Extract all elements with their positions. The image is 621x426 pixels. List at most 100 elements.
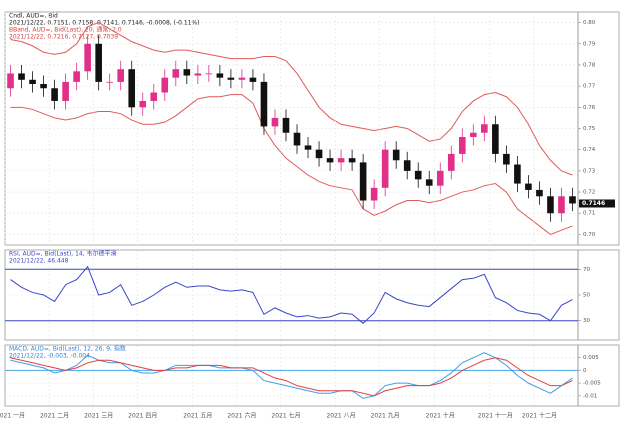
- candle-body: [161, 77, 169, 93]
- candle-body: [227, 77, 235, 80]
- last-price-box: [579, 199, 615, 208]
- y-tick-label: 0.71: [583, 211, 595, 217]
- series-line: [10, 352, 573, 399]
- y-tick-label: -0.01: [583, 393, 597, 399]
- series-line: [10, 94, 573, 235]
- price-axis: [577, 344, 620, 407]
- candle-body: [326, 158, 334, 163]
- candle-body: [425, 179, 433, 186]
- candle-body: [436, 170, 444, 186]
- y-tick-label: 0.80: [583, 20, 596, 26]
- candle-body: [315, 149, 323, 159]
- y-tick-label: 0.74: [583, 147, 596, 153]
- candle-body: [205, 73, 213, 75]
- x-tick-label: 2021 八月: [326, 413, 355, 420]
- candle-body: [458, 136, 466, 154]
- candle-body: [381, 149, 389, 188]
- candle-body: [249, 77, 257, 82]
- candle-body: [282, 117, 290, 133]
- pane-title: MACD, AUD=, Bid(Last), 12, 26, 9, 指数: [9, 345, 126, 353]
- x-tick-label: 2021 七月: [271, 412, 300, 420]
- x-tick-label: 2021 十二月: [522, 412, 557, 420]
- series-line: [10, 357, 573, 397]
- pane-annotation: 2021/12/22, 0.7216, 0.7127, 0.7039: [9, 34, 118, 41]
- candle-body: [7, 73, 14, 89]
- candle-body: [194, 73, 202, 76]
- y-tick-label: 0.72: [583, 190, 595, 196]
- pane-annotation: BBand, AUD=, Bid(Last), 20, 通常, 2.0: [9, 26, 122, 34]
- y-tick-label: 0.79: [583, 41, 596, 47]
- x-tick-label: 2021 四月: [128, 413, 157, 420]
- candle-body: [73, 71, 80, 82]
- y-tick-label: 0.73: [583, 168, 596, 174]
- pane-subtitle: 2021/12/22, 0.7151, 0.7158, 0.7141, 0.71…: [9, 20, 200, 27]
- y-tick-label: 0.005: [583, 355, 599, 361]
- candle-body: [183, 69, 191, 76]
- candle-body: [492, 124, 499, 154]
- candle-body: [503, 153, 510, 165]
- candle-body: [470, 132, 477, 137]
- y-tick-label: 0: [583, 368, 587, 374]
- candle-body: [536, 189, 543, 197]
- candle-body: [172, 69, 180, 78]
- candle-body: [481, 124, 488, 133]
- x-tick-label: 2021 三月: [84, 413, 113, 420]
- candle-body: [392, 149, 400, 161]
- candle-body: [304, 145, 312, 150]
- series-line: [10, 22, 573, 176]
- pane-subtitle: 2021/12/22, 46.448: [9, 258, 69, 265]
- x-tick-label: 2021 十月: [426, 412, 455, 420]
- pane-title: RSI, AUD=, Bid(Last), 14, 韦尔德平滑: [9, 250, 117, 258]
- candle-body: [370, 187, 378, 201]
- candle-body: [18, 73, 25, 80]
- candle-body: [525, 183, 532, 190]
- pane-title: Cndl, AUD=, Bid: [9, 13, 58, 20]
- candle-body: [51, 88, 58, 101]
- candle-body: [40, 84, 47, 89]
- y-tick-label: -0.005: [583, 381, 601, 387]
- candle-body: [117, 69, 125, 82]
- candle-body: [150, 92, 158, 101]
- candle-body: [293, 132, 301, 146]
- candle-body: [238, 77, 246, 80]
- pane-frame: [4, 344, 579, 407]
- candle-body: [547, 196, 554, 214]
- candle-body: [139, 100, 147, 108]
- candle-body: [359, 162, 367, 201]
- y-tick-label: 30: [583, 318, 590, 324]
- candle-body: [558, 196, 565, 214]
- candle-body: [62, 81, 69, 101]
- x-tick-label: 2021 二月: [40, 413, 69, 420]
- candle-body: [29, 79, 36, 85]
- candle-body: [403, 160, 411, 171]
- candle-body: [216, 73, 224, 78]
- y-tick-label: 70: [583, 267, 590, 273]
- candle-body: [337, 158, 345, 163]
- candle-body: [271, 117, 279, 127]
- candle-body: [414, 170, 422, 180]
- pane-subtitle: 2021/12/22, -0.003, -0.004: [9, 353, 90, 360]
- y-tick-label: 0.76: [583, 105, 596, 111]
- y-tick-label: 0.77: [583, 84, 596, 90]
- candle-body: [106, 81, 113, 83]
- x-tick-label: 2021 九月: [371, 412, 400, 420]
- y-tick-label: 0.70: [583, 232, 596, 238]
- candle-body: [447, 153, 455, 171]
- candle-body: [569, 196, 576, 204]
- y-tick-label: 0.78: [583, 62, 596, 68]
- x-tick-label: 2021 一月: [0, 413, 25, 420]
- candle-body: [260, 81, 268, 127]
- x-tick-label: 2021 五月: [183, 413, 212, 420]
- x-tick-label: 2021 十一月: [478, 412, 513, 420]
- x-tick-label: 2021 六月: [227, 412, 256, 420]
- last-price-label: 0.7146: [582, 200, 605, 207]
- y-tick-label: 50: [583, 293, 590, 299]
- candle-body: [348, 158, 356, 163]
- y-tick-label: 0.75: [583, 126, 596, 132]
- candle-body: [84, 43, 91, 72]
- candle-body: [514, 164, 521, 184]
- candle-body: [128, 69, 136, 108]
- candle-body: [95, 43, 102, 82]
- series-line: [10, 265, 573, 324]
